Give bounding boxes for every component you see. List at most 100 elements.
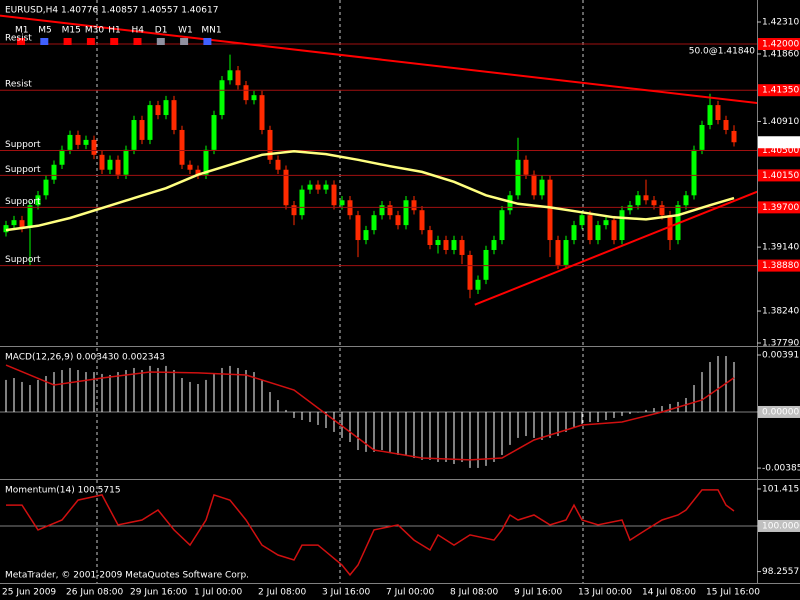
- candle-body: [587, 215, 593, 241]
- histogram-bar: [221, 367, 223, 412]
- timeframe-button[interactable]: [203, 38, 212, 45]
- candle-body: [395, 215, 401, 226]
- candle-body: [539, 179, 545, 196]
- timeframe-label[interactable]: H4: [132, 26, 145, 36]
- candle-body: [595, 225, 601, 241]
- histogram-bar: [621, 411, 623, 416]
- timeframe-button[interactable]: [86, 38, 95, 45]
- histogram-bar: [165, 365, 167, 412]
- timeframe-button[interactable]: [40, 38, 49, 45]
- y-tick-label: 98.2557: [762, 567, 799, 577]
- x-tick-label: 14 Jul 08:00: [642, 588, 696, 598]
- level-name: Resist: [5, 80, 32, 90]
- y-tick-box: [758, 405, 800, 418]
- timeframe-label[interactable]: M5: [38, 26, 52, 36]
- candle-body: [251, 95, 257, 101]
- indicator-line: [0, 14, 757, 104]
- candle-body: [235, 70, 241, 86]
- candle-body: [515, 159, 521, 196]
- histogram-bar: [565, 411, 567, 432]
- histogram-bar: [29, 385, 31, 412]
- timeframe-label[interactable]: M15: [62, 26, 81, 36]
- timeframe-label[interactable]: M1: [15, 26, 29, 36]
- candle-body: [27, 205, 33, 228]
- candle-body: [715, 105, 721, 121]
- histogram-bar: [45, 375, 47, 412]
- candle-body: [387, 205, 393, 216]
- histogram-bar: [517, 411, 519, 438]
- y-tick-label: 1.42310: [762, 18, 799, 28]
- histogram-bar: [573, 411, 575, 429]
- candle-body: [707, 105, 713, 125]
- histogram-bar: [429, 411, 431, 460]
- histogram-bar: [653, 408, 655, 412]
- candle-body: [723, 120, 729, 130]
- histogram-bar: [173, 370, 175, 412]
- x-tick-label: 2 Jul 08:00: [258, 588, 307, 598]
- candle-body: [147, 105, 153, 140]
- histogram-bar: [645, 409, 647, 412]
- candle-body: [243, 85, 249, 101]
- candle-body: [259, 95, 265, 130]
- candle-body: [115, 159, 121, 175]
- level-price-box: [758, 201, 800, 214]
- timeframe-label[interactable]: M30: [85, 26, 104, 36]
- price-panel: [0, 14, 757, 306]
- level-price-label: 1.41350: [762, 86, 799, 96]
- candle-body: [451, 240, 457, 250]
- histogram-bar: [149, 365, 151, 412]
- histogram-bar: [717, 356, 719, 412]
- candle-body: [171, 100, 177, 130]
- candle-body: [491, 240, 497, 250]
- histogram-bar: [557, 411, 559, 437]
- histogram-bar: [453, 411, 455, 465]
- histogram-bar: [501, 411, 503, 455]
- candle-body: [523, 159, 529, 175]
- histogram-bar: [381, 411, 383, 451]
- histogram-bar: [205, 379, 207, 412]
- y-tick-label: 1.37790: [762, 339, 799, 349]
- y-tick-label: -0.00385: [762, 464, 800, 474]
- panel-title: Momentum(14) 100.5715: [5, 486, 121, 496]
- level-price-label: 1.40150: [762, 171, 799, 181]
- histogram-bar: [229, 365, 231, 412]
- momentum-panel: [0, 489, 757, 577]
- level-name: Resist: [5, 34, 32, 44]
- y-tick-label: 1.38240: [762, 307, 799, 317]
- histogram-bar: [133, 367, 135, 412]
- timeframe-label[interactable]: W1: [178, 26, 193, 36]
- annotation: 50.0@1.41840: [689, 47, 756, 57]
- timeframe-label[interactable]: H1: [108, 26, 121, 36]
- candle-body: [435, 240, 441, 246]
- timeframe-button[interactable]: [133, 38, 142, 45]
- histogram-bar: [533, 411, 535, 438]
- timeframe-label[interactable]: D1: [155, 26, 168, 36]
- timeframe-button[interactable]: [156, 38, 165, 45]
- candle-body: [179, 129, 185, 165]
- timeframe-button[interactable]: [63, 38, 72, 45]
- histogram-bar: [237, 367, 239, 412]
- histogram-bar: [141, 370, 143, 412]
- x-tick-label: 15 Jul 16:00: [706, 588, 760, 598]
- histogram-bar: [405, 411, 407, 455]
- histogram-bar: [93, 372, 95, 412]
- candle-body: [75, 134, 81, 145]
- y-tick-label: 101.415: [762, 484, 799, 494]
- histogram-bar: [213, 373, 215, 412]
- indicator-line: [5, 364, 735, 461]
- x-tick-label: 8 Jul 08:00: [450, 588, 499, 598]
- candle-body: [267, 129, 273, 160]
- timeframe-button[interactable]: [180, 38, 189, 45]
- candle-body: [579, 215, 585, 226]
- timeframe-button[interactable]: [110, 38, 119, 45]
- histogram-bar: [333, 411, 335, 432]
- level-name: Support: [5, 255, 41, 265]
- candle-body: [611, 220, 617, 241]
- overlay: M1 M5 M15 M30 H1 H4 D1 W1 MN1 1.42310 1.41860 1.409…: [2, 6, 800, 598]
- timeframe-label[interactable]: MN1: [201, 26, 221, 36]
- candle-body: [195, 169, 201, 175]
- candle-body: [19, 220, 25, 228]
- level-price-box: [758, 38, 800, 51]
- timeframe-button[interactable]: [17, 38, 25, 45]
